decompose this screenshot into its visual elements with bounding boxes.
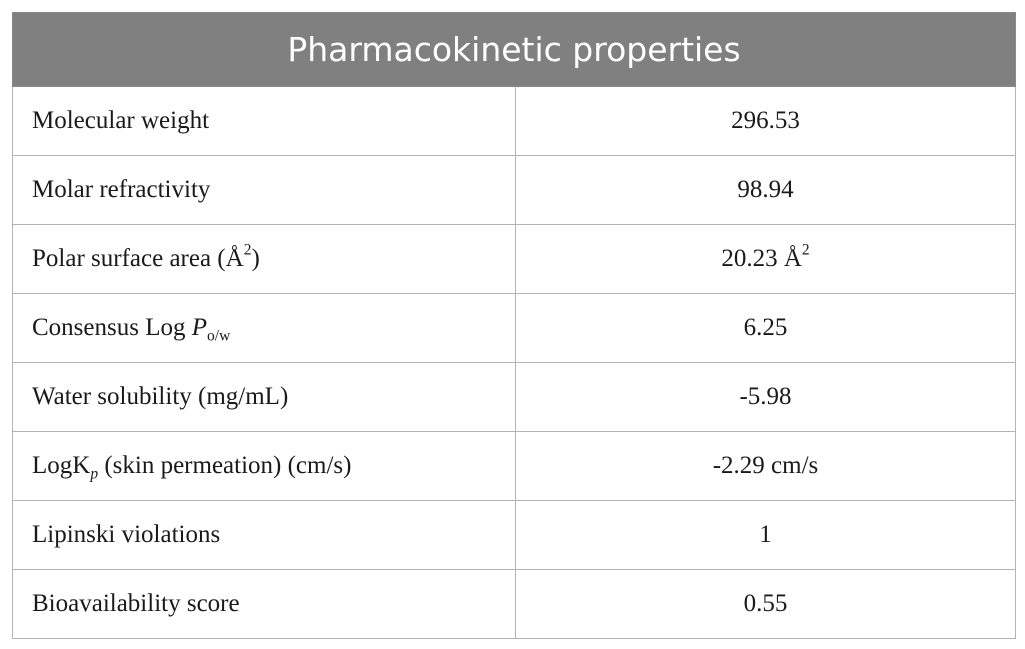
label-text: Consensus Log [32,314,192,341]
label-subscript: p [90,465,99,483]
label-subscript: o/w [207,327,231,345]
value-superscript: 2 [801,241,810,259]
row-label: Water solubility (mg/mL) [12,362,516,432]
pharmacokinetic-table: Pharmacokinetic properties Molecular wei… [12,12,1016,639]
table-header-row: Pharmacokinetic properties [12,12,1016,87]
label-italic: P [191,314,208,341]
row-value: 20.23 Å2 [515,224,1016,294]
value-text: 20.23 Å [721,245,802,272]
table-row: LogKp (skin permeation) (cm/s) -2.29 cm/… [12,431,1016,501]
label-superscript: 2 [243,241,252,259]
table-row: Bioavailability score 0.55 [12,569,1016,639]
row-value: 6.25 [515,293,1016,363]
row-label: Lipinski violations [12,500,516,570]
row-label: Molecular weight [12,86,516,156]
row-value: 296.53 [515,86,1016,156]
row-label: Polar surface area (Å2) [12,224,516,294]
label-text-end: (skin permeation) (cm/s) [98,452,352,479]
label-text: LogK [32,452,91,479]
row-value: -5.98 [515,362,1016,432]
table-row: Lipinski violations 1 [12,500,1016,570]
table-row: Polar surface area (Å2) 20.23 Å2 [12,224,1016,294]
label-text: Polar surface area (Å [32,245,244,272]
row-label: Molar refractivity [12,155,516,225]
row-label: LogKp (skin permeation) (cm/s) [12,431,516,501]
table-row: Molecular weight 296.53 [12,86,1016,156]
row-value: 1 [515,500,1016,570]
row-value: 98.94 [515,155,1016,225]
table-row: Consensus Log Po/w 6.25 [12,293,1016,363]
row-value: 0.55 [515,569,1016,639]
row-label: Consensus Log Po/w [12,293,516,363]
row-label: Bioavailability score [12,569,516,639]
table-row: Molar refractivity 98.94 [12,155,1016,225]
table-header: Pharmacokinetic properties [12,12,1016,87]
table-row: Water solubility (mg/mL) -5.98 [12,362,1016,432]
row-value: -2.29 cm/s [515,431,1016,501]
label-text-end: ) [251,245,260,272]
